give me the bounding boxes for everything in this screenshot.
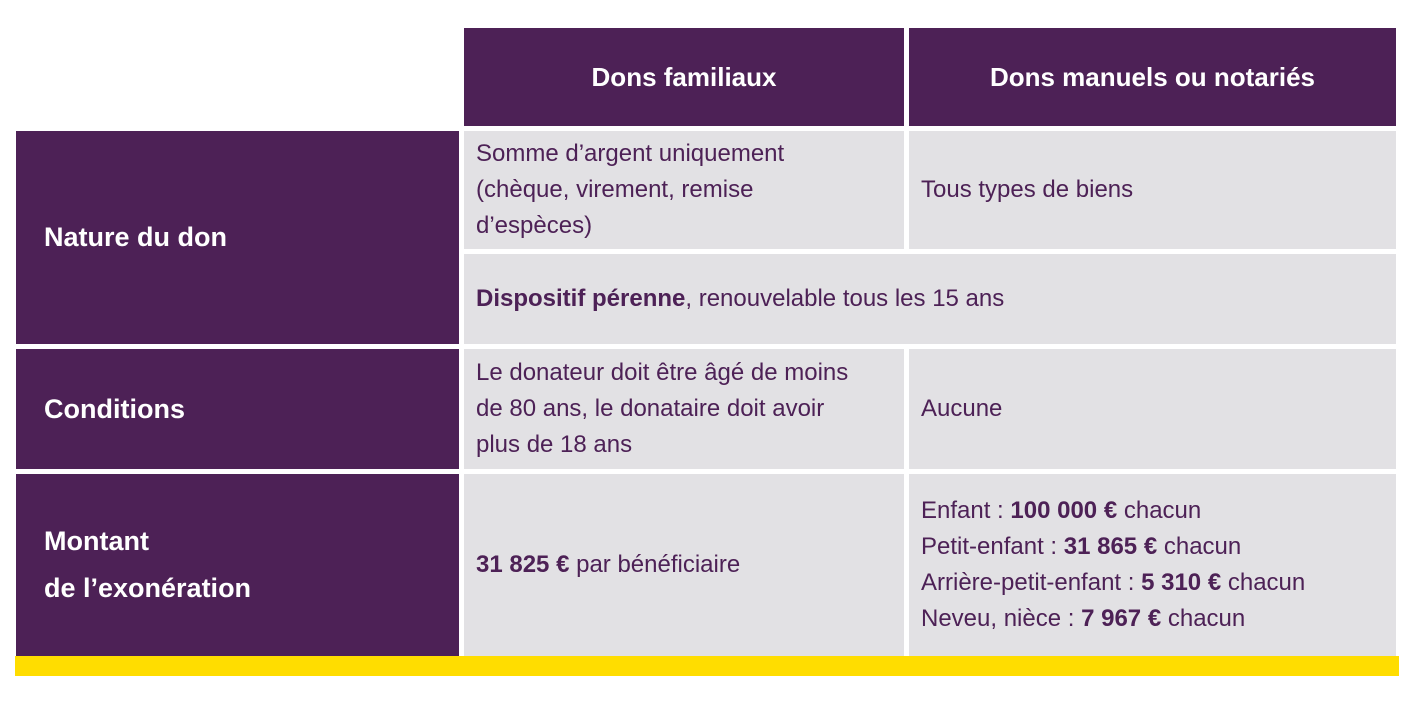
- montant-line-suffix: chacun: [1157, 533, 1242, 560]
- header-dons-manuels: Dons manuels ou notariés: [909, 28, 1396, 126]
- montant-line-amount: 100 000 €: [1010, 497, 1118, 524]
- header-dons-familiaux-label: Dons familiaux: [591, 61, 777, 92]
- montant-line-prefix: Arrière-petit-enfant :: [921, 569, 1142, 596]
- montant-line-suffix: chacun: [1117, 497, 1202, 524]
- cell-nature-shared-text: Dispositif pérenne, renouvelable tous le…: [476, 281, 1386, 317]
- header-dons-familiaux: Dons familiaux: [464, 28, 904, 126]
- cell-nature-shared: Dispositif pérenne, renouvelable tous le…: [464, 254, 1396, 344]
- row-header-nature-label: Nature du don: [44, 222, 227, 252]
- montant-line-prefix: Petit-enfant :: [921, 533, 1064, 560]
- cell-nature-manuels: Tous types de biens: [909, 131, 1396, 249]
- cell-nature-familiaux: Somme d’argent uniquement (chèque, virem…: [464, 131, 904, 249]
- cell-nature-familiaux-line: d’espèces): [476, 212, 593, 239]
- montant-familiaux-amount: 31 825 €: [476, 551, 570, 578]
- row-header-conditions-label: Conditions: [44, 393, 185, 424]
- montant-line-suffix: chacun: [1161, 605, 1246, 632]
- row-header-montant-line1: Montant: [44, 526, 149, 556]
- cell-montant-familiaux: 31 825 € par bénéficiaire: [464, 474, 904, 656]
- cell-nature-familiaux-line: (chèque, virement, remise: [476, 176, 754, 203]
- montant-line-suffix: chacun: [1221, 569, 1306, 596]
- cell-montant-familiaux-text: 31 825 € par bénéficiaire: [476, 547, 894, 583]
- row-header-conditions: Conditions: [16, 349, 459, 469]
- montant-line-petit-enfant: Petit-enfant : 31 865 € chacun: [921, 529, 1386, 565]
- montant-line-arriere-petit-enfant: Arrière-petit-enfant : 5 310 € chacun: [921, 565, 1386, 601]
- montant-line-amount: 7 967 €: [1081, 605, 1162, 632]
- cell-conditions-familiaux: Le donateur doit être âgé de moins de 80…: [464, 349, 904, 469]
- yellow-accent-bar: [15, 656, 1399, 676]
- row-header-nature: Nature du don: [16, 131, 459, 344]
- dispositif-perenne-rest: , renouvelable tous les 15 ans: [685, 285, 1005, 312]
- cell-conditions-manuels-text: Aucune: [921, 395, 1003, 422]
- cell-conditions-manuels: Aucune: [909, 349, 1396, 469]
- header-dons-manuels-label: Dons manuels ou notariés: [989, 61, 1316, 92]
- row-header-montant-line2: de l’exonération: [44, 573, 252, 603]
- montant-line-prefix: Enfant :: [921, 497, 1011, 524]
- dispositif-perenne-bold: Dispositif pérenne: [476, 285, 686, 312]
- cell-conditions-familiaux-line: Le donateur doit être âgé de moins: [476, 359, 849, 386]
- montant-familiaux-rest: par bénéficiaire: [569, 551, 741, 578]
- montant-line-amount: 31 865 €: [1063, 533, 1158, 560]
- cell-conditions-familiaux-line: de 80 ans, le donataire doit avoir: [476, 395, 825, 422]
- cell-montant-manuels: Enfant : 100 000 € chacun Petit-enfant :…: [909, 474, 1396, 656]
- cell-nature-familiaux-line: Somme d’argent uniquement: [476, 140, 785, 167]
- cell-nature-manuels-text: Tous types de biens: [921, 176, 1134, 203]
- cell-conditions-familiaux-line: plus de 18 ans: [476, 431, 633, 458]
- montant-line-enfant: Enfant : 100 000 € chacun: [921, 493, 1386, 529]
- row-header-montant: Montant de l’exonération: [16, 474, 459, 656]
- montant-line-prefix: Neveu, nièce :: [921, 605, 1082, 632]
- montant-line-neveu-niece: Neveu, nièce : 7 967 € chacun: [921, 601, 1386, 637]
- montant-line-amount: 5 310 €: [1141, 569, 1222, 596]
